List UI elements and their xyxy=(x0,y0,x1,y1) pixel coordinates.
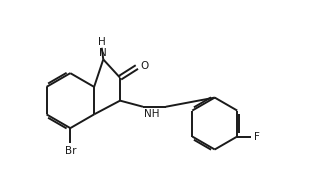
Text: N: N xyxy=(99,48,107,58)
Text: NH: NH xyxy=(145,109,160,118)
Text: O: O xyxy=(141,61,149,71)
Text: H: H xyxy=(98,37,106,46)
Text: F: F xyxy=(254,132,260,142)
Text: Br: Br xyxy=(65,146,76,156)
